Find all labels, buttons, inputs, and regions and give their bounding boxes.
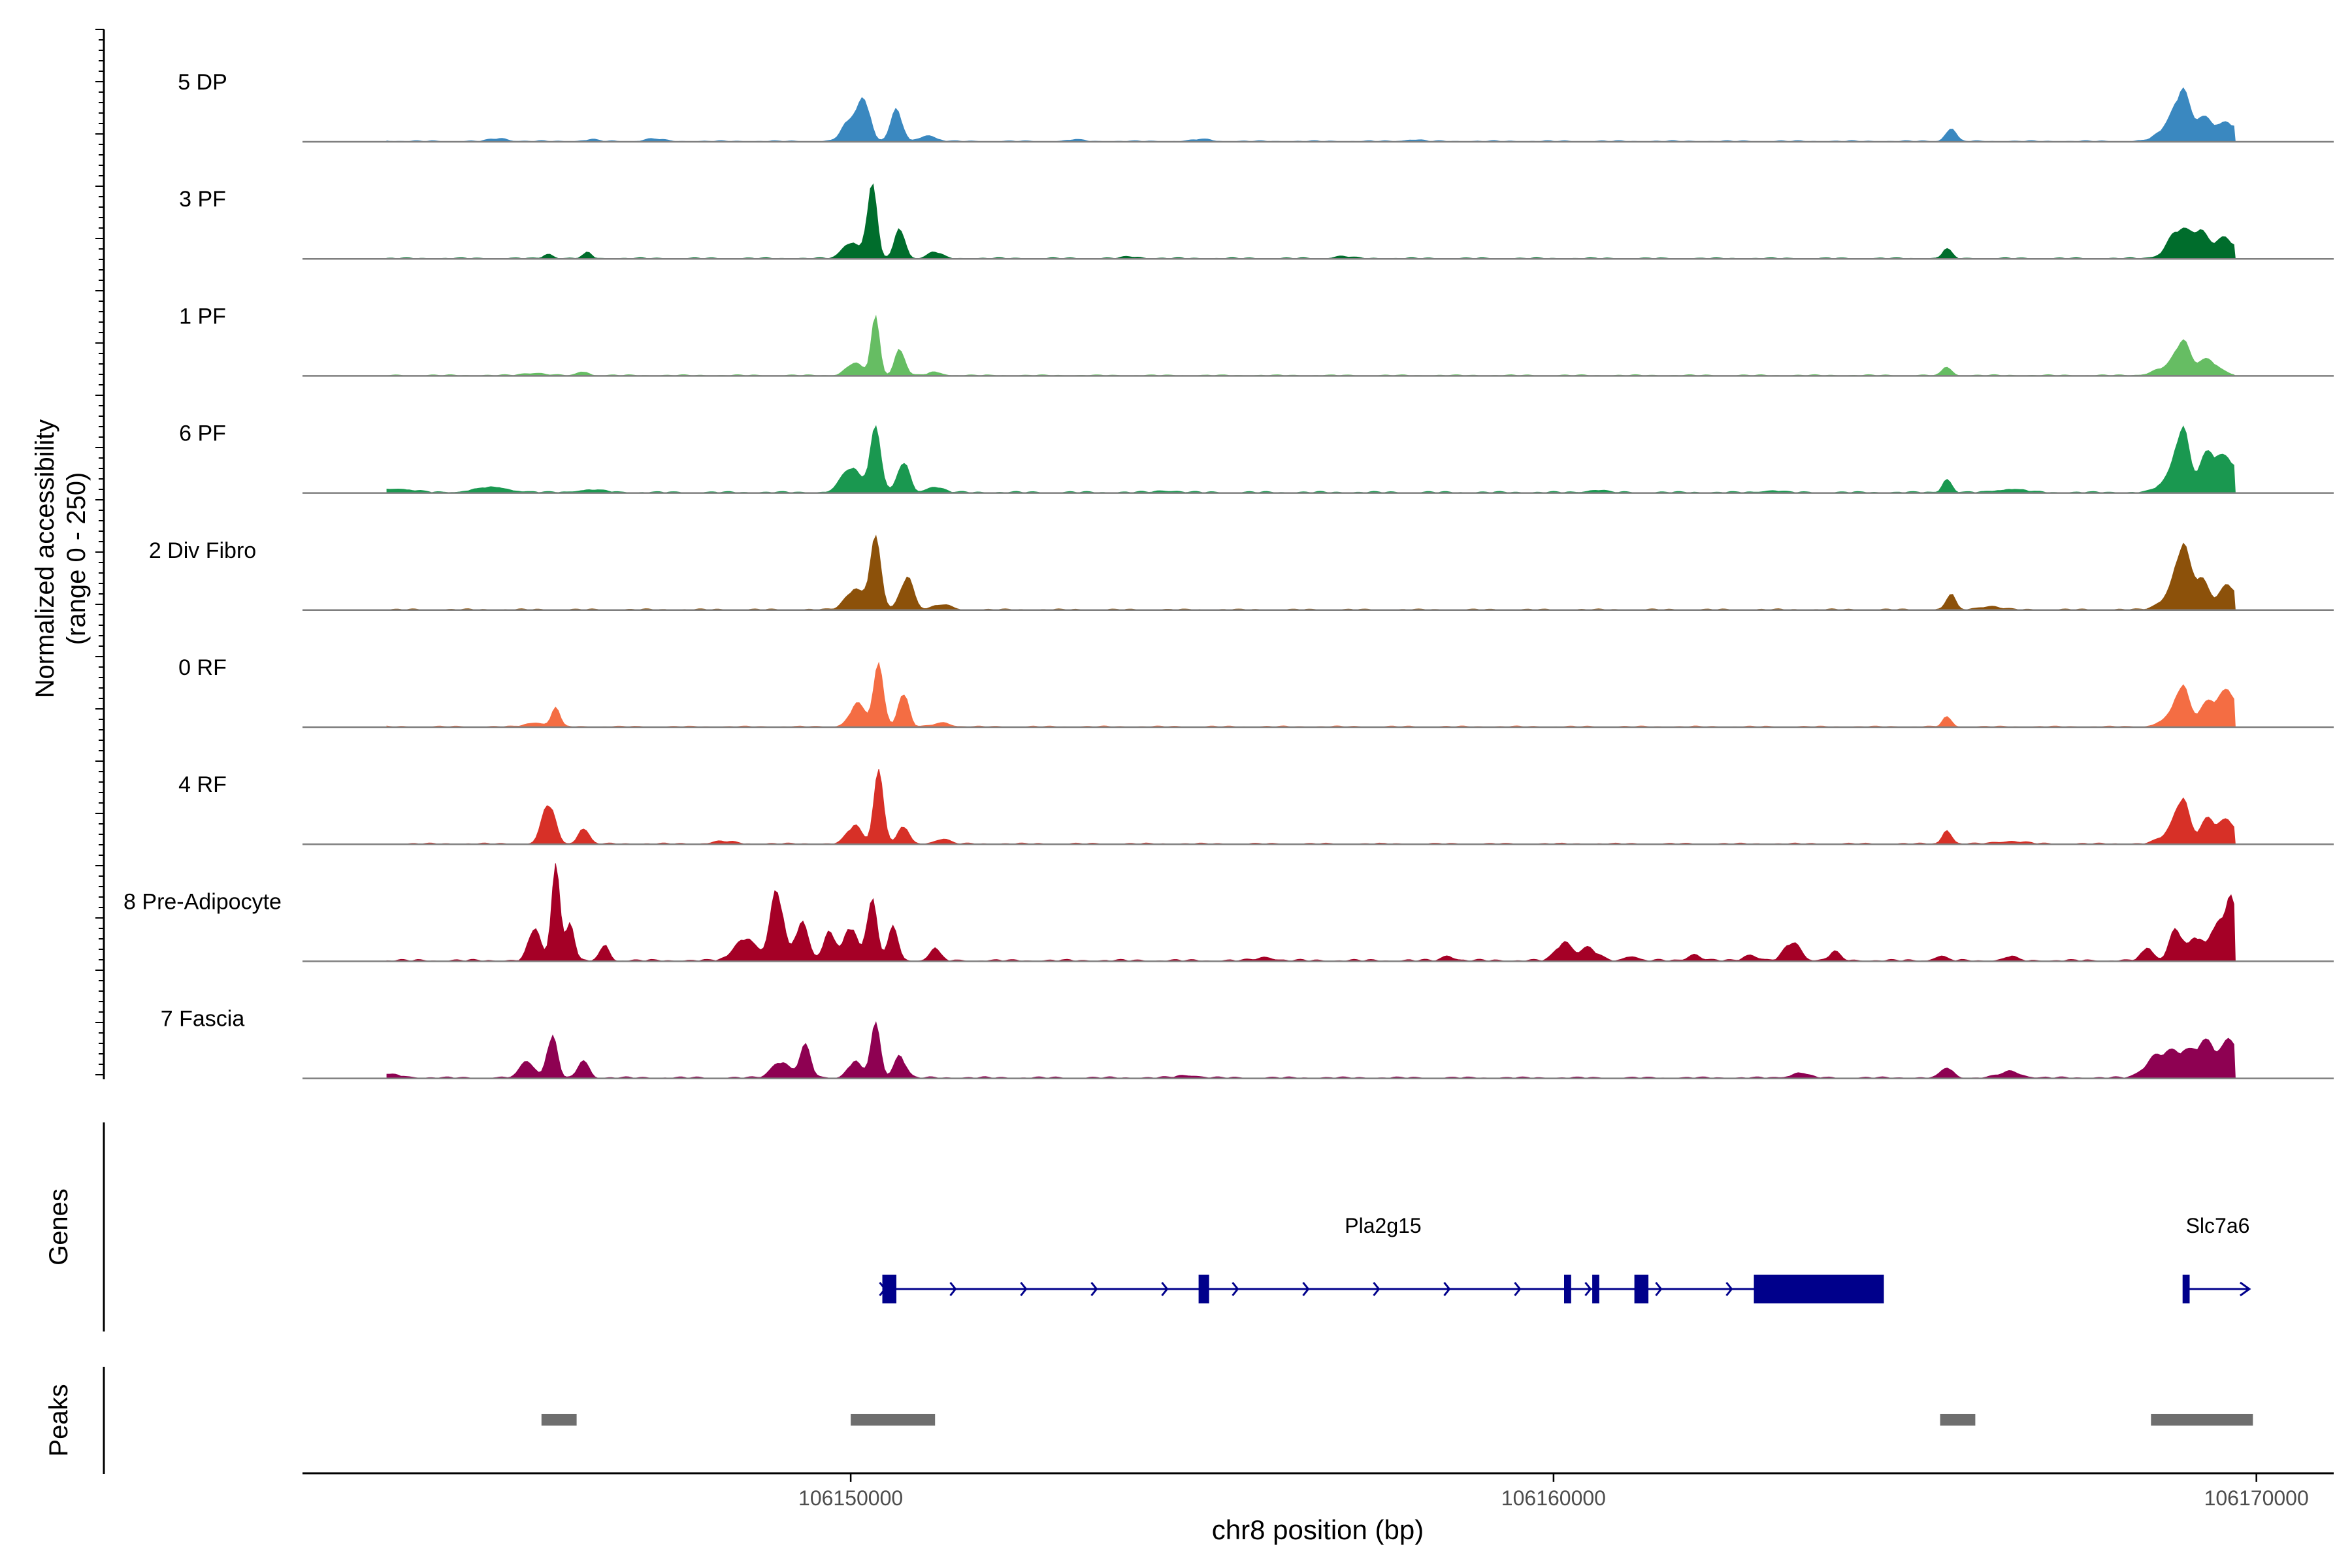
gene-exon [1564, 1275, 1571, 1303]
track-label: 2 Div Fibro [149, 538, 256, 563]
strand-arrow [1232, 1282, 1239, 1296]
track-6-pf: 6 PF [179, 421, 2334, 494]
track-3-pf: 3 PF [179, 183, 2334, 260]
y-axis-title-line2: (range 0 - 250) [62, 472, 91, 645]
gene-exon [1198, 1275, 1209, 1303]
peak-region [1940, 1414, 1976, 1426]
strand-arrow [1090, 1282, 1098, 1296]
track-4-rf: 4 RF [178, 768, 2334, 845]
track-label: 4 RF [178, 772, 227, 797]
strand-arrow [1443, 1282, 1451, 1296]
coverage-area-8-pre-adipocyte [386, 863, 2236, 962]
gene-exon [1634, 1275, 1649, 1303]
coverage-panel: Normalized accessibility (range 0 - 250)… [31, 29, 2334, 1079]
track-label: 7 Fascia [161, 1007, 245, 1032]
coverage-tracks: 5 DP 3 PF 1 PF 6 PF 2 Div Fibro 0 RF 4 RF 8 Pre… [123, 70, 2334, 1079]
gene-label-slc7a6: Slc7a6 [2186, 1214, 2250, 1237]
track-label: 1 PF [179, 304, 226, 329]
strand-arrow [1161, 1282, 1169, 1296]
strand-arrow [2240, 1281, 2251, 1297]
track-7-fascia: 7 Fascia [161, 1007, 2334, 1079]
y-axis-title-line1: Normalized accessibility [31, 419, 59, 698]
gene-exon [2182, 1275, 2190, 1303]
track-label: 6 PF [179, 421, 226, 446]
strand-arrow [1584, 1282, 1592, 1296]
track-label: 3 PF [179, 187, 226, 212]
gene-label-pla2g15: Pla2g15 [1345, 1214, 1421, 1237]
track-label: 0 RF [178, 655, 227, 680]
strand-arrow [1020, 1282, 1028, 1296]
gene-exon [882, 1275, 896, 1303]
track-5-dp: 5 DP [178, 70, 2334, 143]
peak-region [851, 1414, 936, 1426]
genes-track-label: Genes [44, 1188, 73, 1266]
peak-region [541, 1414, 577, 1426]
peaks-track-label: Peaks [44, 1384, 73, 1456]
track-2-div-fibro: 2 Div Fibro [149, 534, 2334, 612]
x-tick-label: 106150000 [798, 1486, 903, 1510]
track-1-pf: 1 PF [179, 304, 2334, 377]
x-tick-label: 106160000 [1501, 1486, 1606, 1510]
x-axis-title: chr8 position (bp) [1212, 1514, 1424, 1545]
peaks-panel: Peaks [44, 1367, 2253, 1474]
strand-arrow [949, 1282, 957, 1296]
strand-arrow [1514, 1282, 1522, 1296]
track-8-pre-adipocyte: 8 Pre-Adipocyte [123, 863, 2334, 962]
strand-arrow [1302, 1282, 1310, 1296]
x-axis: 106150000 106160000 106170000 chr8 positio… [302, 1472, 2334, 1545]
track-0-rf: 0 RF [178, 655, 2334, 728]
gene-exon [1592, 1275, 1599, 1303]
peak-region [2151, 1414, 2253, 1426]
strand-arrow [1655, 1282, 1663, 1296]
gene-models: Pla2g15 Slc7a6 [879, 1214, 2251, 1303]
gene-pla2g15: Pla2g15 [879, 1214, 1884, 1303]
gene-slc7a6: Slc7a6 [2182, 1214, 2251, 1303]
genes-panel: Genes Pla2g15 Slc7a6 [44, 1122, 2251, 1331]
strand-arrow [1373, 1282, 1380, 1296]
x-tick-label: 106170000 [2204, 1486, 2309, 1510]
track-label: 5 DP [178, 70, 227, 95]
gene-exon [1754, 1275, 1884, 1303]
track-label: 8 Pre-Adipocyte [123, 889, 282, 914]
peak-regions [541, 1414, 2253, 1426]
coverage-y-ticks [95, 29, 104, 1075]
x-axis-ticks: 106150000 106160000 106170000 [798, 1473, 2309, 1510]
strand-arrow [1725, 1282, 1733, 1296]
